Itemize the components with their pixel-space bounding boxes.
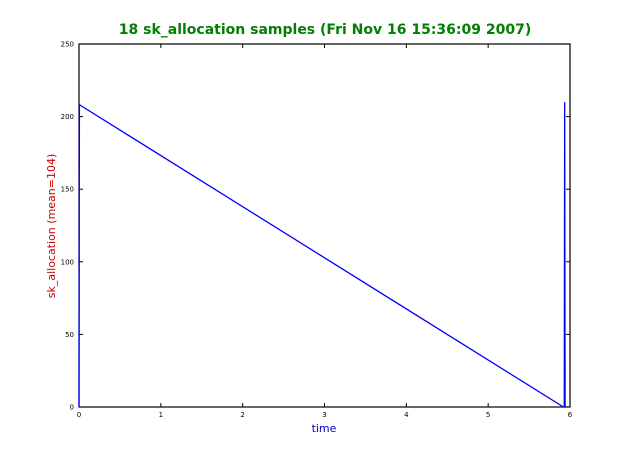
y-tick-label: 200 <box>61 113 74 121</box>
x-tick-label: 0 <box>77 411 81 419</box>
x-tick-label: 6 <box>568 411 573 419</box>
x-tick-label: 3 <box>322 411 326 419</box>
y-axis-ticks: 0 50 100 150 200 250 <box>61 41 570 412</box>
y-tick-label: 0 <box>70 404 74 412</box>
plot-area <box>78 43 571 408</box>
y-tick-label: 100 <box>61 258 74 266</box>
chart-title: 18 sk_allocation samples (Fri Nov 16 15:… <box>119 22 531 38</box>
x-axis-ticks: 0 1 2 3 4 5 6 <box>77 44 573 419</box>
series-group <box>78 102 566 408</box>
y-tick-label: 150 <box>61 186 74 194</box>
y-tick-label: 250 <box>61 41 74 49</box>
y-tick-label: 50 <box>65 331 74 339</box>
x-tick-label: 5 <box>486 411 490 419</box>
x-axis-label: time <box>312 422 337 435</box>
x-tick-label: 1 <box>159 411 163 419</box>
x-tick-label: 4 <box>404 411 409 419</box>
x-tick-label: 2 <box>240 411 244 419</box>
y-axis-label: sk_allocation (mean=104) <box>45 154 58 299</box>
series-line <box>78 102 566 408</box>
